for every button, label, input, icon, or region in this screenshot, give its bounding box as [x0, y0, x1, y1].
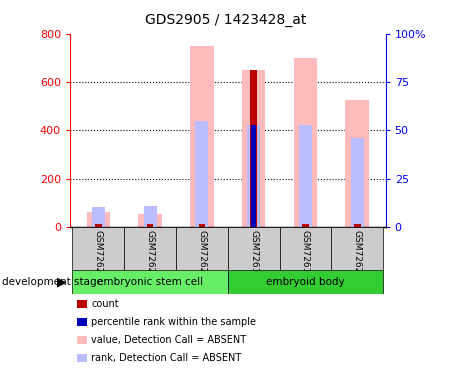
Text: GDS2905 / 1423428_at: GDS2905 / 1423428_at — [145, 13, 306, 27]
Bar — [242, 70, 265, 227]
Bar — [124, 227, 176, 270]
Bar — [228, 227, 280, 270]
Bar — [198, 224, 205, 227]
Bar — [190, 46, 213, 227]
Text: GSM72626: GSM72626 — [198, 230, 207, 279]
Bar — [247, 126, 260, 227]
Bar — [73, 227, 124, 270]
Bar — [195, 121, 208, 227]
Text: GSM72621: GSM72621 — [353, 230, 362, 279]
Text: embryonic stem cell: embryonic stem cell — [97, 277, 203, 287]
Text: GSM72622: GSM72622 — [94, 230, 103, 279]
Bar — [176, 227, 228, 270]
Bar — [354, 225, 360, 227]
Bar — [250, 70, 257, 227]
Text: GSM72624: GSM72624 — [146, 230, 155, 279]
Text: ▶: ▶ — [57, 276, 67, 289]
Text: count: count — [91, 299, 119, 309]
Bar — [331, 227, 383, 270]
Text: embryoid body: embryoid body — [266, 277, 345, 287]
Bar — [251, 126, 256, 227]
Bar — [73, 270, 228, 294]
Text: development stage: development stage — [2, 277, 103, 287]
Text: GSM72618: GSM72618 — [301, 230, 310, 279]
Text: value, Detection Call = ABSENT: value, Detection Call = ABSENT — [91, 335, 246, 345]
Bar — [138, 214, 162, 227]
Bar — [351, 138, 364, 227]
Bar — [92, 207, 105, 227]
Bar — [87, 212, 110, 227]
Bar — [294, 58, 317, 227]
Bar — [144, 206, 156, 227]
Text: percentile rank within the sample: percentile rank within the sample — [91, 317, 256, 327]
Bar — [280, 227, 331, 270]
Bar — [299, 126, 312, 227]
Bar — [228, 270, 383, 294]
Bar — [302, 225, 309, 227]
Bar — [95, 224, 102, 227]
Bar — [345, 100, 369, 227]
Bar — [147, 225, 153, 227]
Text: GSM72616: GSM72616 — [249, 230, 258, 279]
Text: rank, Detection Call = ABSENT: rank, Detection Call = ABSENT — [91, 353, 241, 363]
